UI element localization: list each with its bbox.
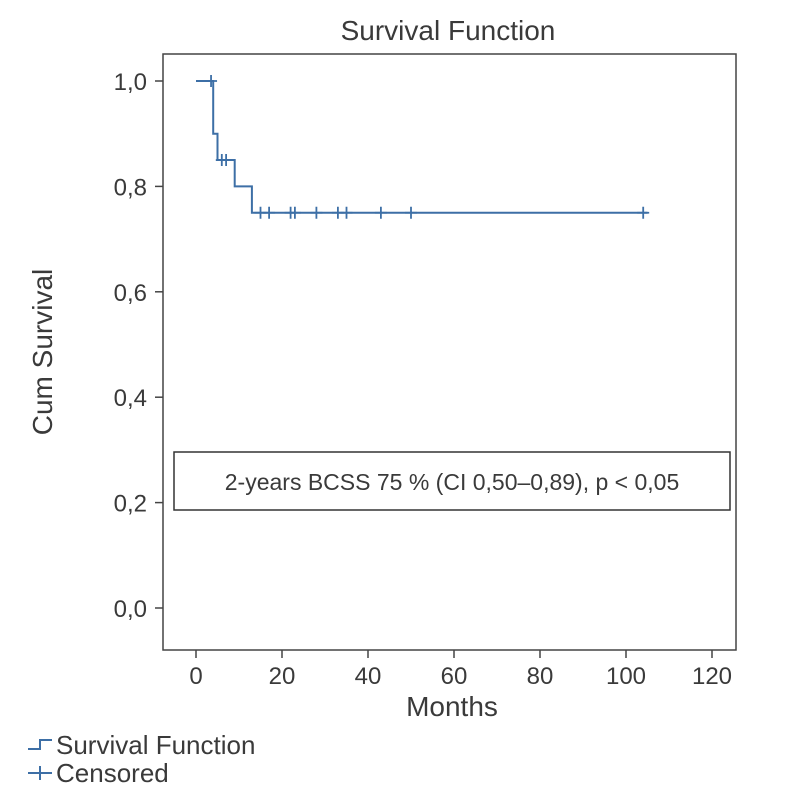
censored-marker xyxy=(263,206,276,219)
x-axis-label: Months xyxy=(406,691,498,722)
x-tick-label: 20 xyxy=(269,663,296,690)
x-tick-label: 120 xyxy=(692,663,732,690)
plus-marker-icon xyxy=(28,766,52,780)
censored-marker xyxy=(374,206,387,219)
legend-label-censored: Censored xyxy=(56,758,169,788)
x-tick-label: 0 xyxy=(189,663,202,690)
y-tick-label: 0,2 xyxy=(114,491,147,518)
y-tick-label: 0,6 xyxy=(114,280,147,307)
step-line-icon xyxy=(28,739,52,750)
legend-item-censored: Censored xyxy=(28,758,169,788)
x-axis: 0 20 40 60 80 100 120 xyxy=(189,650,732,690)
censored-marker xyxy=(340,206,353,219)
x-tick-label: 80 xyxy=(527,663,554,690)
plot-frame xyxy=(162,53,737,651)
annotation-box: 2-years BCSS 75 % (CI 0,50–0,89), p < 0,… xyxy=(173,451,731,511)
legend: Survival Function Censored xyxy=(28,730,255,788)
x-tick-label: 100 xyxy=(606,663,646,690)
y-axis: 0,0 0,2 0,4 0,6 0,8 1,0 xyxy=(114,69,163,623)
censored-marker xyxy=(310,206,323,219)
annotation-frame xyxy=(173,451,731,511)
y-tick-label: 0,4 xyxy=(114,385,147,412)
x-tick-label: 60 xyxy=(441,663,468,690)
censored-marker xyxy=(205,75,218,87)
y-tick-label: 0,8 xyxy=(114,174,147,201)
chart-title: Survival Function xyxy=(341,15,556,46)
y-tick-label: 0,0 xyxy=(114,596,147,623)
legend-item-survival-function: Survival Function xyxy=(28,730,255,760)
annotation-text: 2-years BCSS 75 % (CI 0,50–0,89), p < 0,… xyxy=(225,469,680,495)
censored-marker xyxy=(288,206,301,219)
censored-marker xyxy=(405,206,417,219)
series-layer xyxy=(196,75,650,219)
legend-label-survival-function: Survival Function xyxy=(56,730,255,760)
survival-function-line xyxy=(196,80,648,214)
censored-marker xyxy=(637,206,650,219)
y-tick-label: 1,0 xyxy=(114,69,147,96)
censored-marker xyxy=(220,154,233,167)
y-axis-label: Cum Survival xyxy=(27,269,58,435)
x-tick-label: 40 xyxy=(355,663,382,690)
